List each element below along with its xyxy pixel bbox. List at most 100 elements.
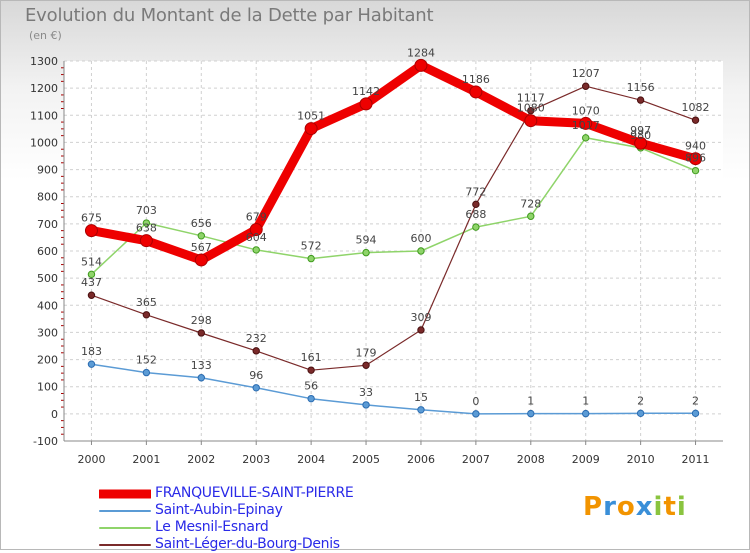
data-label: 1284 [407,46,435,59]
data-label: 365 [136,296,157,309]
series-line [90,363,697,415]
data-label: 2 [637,394,644,407]
data-label: 1207 [572,67,600,80]
data-label: 33 [359,386,373,399]
data-point [249,223,263,237]
data-point [87,360,96,368]
data-label: 675 [81,212,102,225]
logo-letter: o [616,492,636,522]
data-label: 1142 [352,85,380,98]
data-point [417,247,425,255]
data-label: 56 [304,380,318,393]
legend-label: Saint-Léger-du-Bourg-Denis [155,536,340,552]
data-point [636,96,645,104]
data-label: 1117 [517,92,545,105]
data-label: 152 [136,354,157,367]
logo-letter: i [676,492,687,522]
data-point [579,116,593,130]
data-point [252,246,260,254]
legend-swatch-saint-aubin [99,509,151,512]
data-label: 179 [356,346,377,359]
data-label: 604 [246,231,267,244]
series-line [90,85,697,371]
data-label: 567 [191,241,212,254]
y-tick-label: 200 [37,354,58,367]
logo-letter: r [603,492,617,522]
legend-item-franqueville: FRANQUEVILLE-SAINT-PIERRE [99,485,354,502]
data-label: 1 [527,395,534,408]
legend-swatch-franqueville [99,489,151,498]
data-label: 772 [465,185,486,198]
data-label: 2 [692,394,699,407]
data-point [417,326,425,334]
x-tick-label: 2004 [297,453,325,466]
data-label: 1070 [572,104,600,117]
y-tick-label: 900 [37,164,58,177]
legend-label: Saint-Aubin-Epinay [155,502,283,518]
y-tick-label: 0 [51,408,58,421]
data-point [87,291,96,299]
data-label: 298 [191,314,212,327]
data-point [142,311,151,319]
data-point [691,166,700,175]
data-point [691,409,700,418]
data-label: 600 [410,232,431,245]
data-label: 896 [685,152,706,165]
data-label: 679 [246,211,267,224]
data-label: 133 [191,359,212,372]
data-label: 940 [685,140,706,153]
logo-letter: i [653,492,664,522]
data-point [527,106,535,115]
data-point [689,152,703,166]
data-label: 728 [520,197,541,210]
y-tick-label: 700 [37,218,58,231]
data-label: 1 [582,395,589,408]
data-point [582,409,590,418]
x-tick-label: 2005 [352,453,380,466]
y-tick-label: 400 [37,299,58,312]
data-label: 183 [81,345,102,358]
data-label: 1080 [517,102,545,115]
data-point [87,270,96,279]
y-tick-label: -100 [33,435,58,448]
data-point [197,232,205,240]
x-tick-label: 2009 [572,453,600,466]
data-label: 688 [465,208,486,221]
logo-letter: x [635,492,654,522]
data-point [362,401,370,409]
data-point [252,347,260,355]
data-label: 1017 [572,119,600,132]
legend-item-le-mesnil: Le Mesnil-Esnard [99,519,353,536]
y-tick-label: 800 [37,191,58,204]
y-tick-label: 600 [37,245,58,258]
data-point [307,366,315,374]
legend-label: Le Mesnil-Esnard [155,519,269,535]
legend-item-saint-leger: Saint-Léger-du-Bourg-Denis [99,536,353,553]
data-label: 980 [630,129,651,142]
logo-letter: P [583,492,604,522]
chart-unit-label: (en €) [29,29,62,42]
data-label: 15 [414,391,428,404]
data-label: 437 [81,276,102,289]
data-label: 1186 [462,73,490,86]
data-point [527,212,535,220]
data-label: 656 [191,217,212,230]
data-point [636,409,645,418]
data-point [359,97,373,111]
data-label: 594 [356,234,377,247]
data-label: 514 [81,255,102,268]
data-point [527,409,535,418]
data-point [582,134,590,142]
data-point [469,85,483,99]
data-label: 572 [301,240,322,253]
data-label: 638 [136,222,157,235]
legend-swatch-le-mesnil [99,526,151,529]
data-point [472,200,480,209]
data-label: 1051 [297,110,325,123]
data-point [414,58,428,72]
data-point [197,374,205,382]
data-label: 997 [630,124,651,137]
data-label: 0 [472,395,479,408]
data-label: 309 [410,311,431,324]
x-tick-label: 2011 [682,453,710,466]
